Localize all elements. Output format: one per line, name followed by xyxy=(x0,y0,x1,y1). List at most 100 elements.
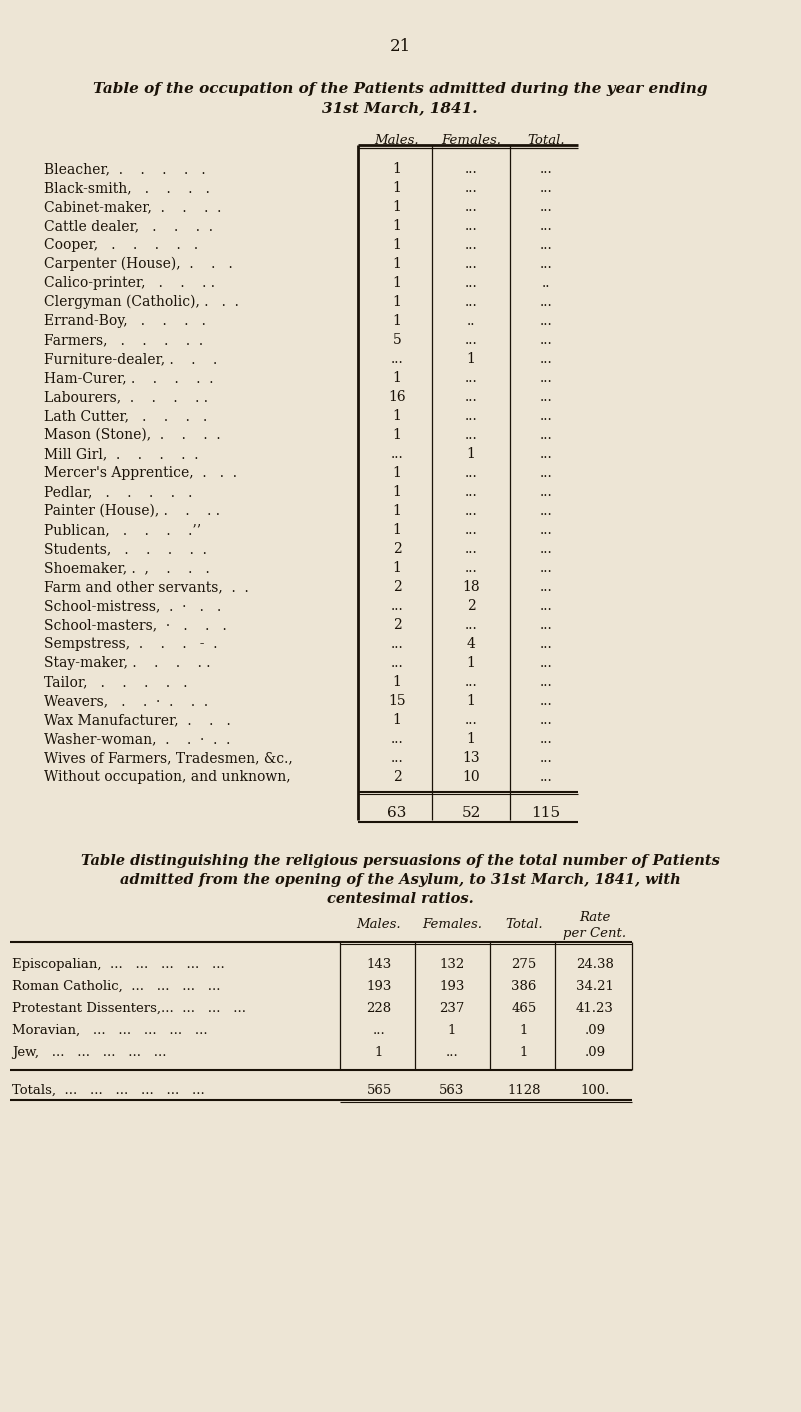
Text: ...: ... xyxy=(540,770,553,784)
Text: ...: ... xyxy=(391,751,404,765)
Text: ...: ... xyxy=(540,695,553,707)
Text: ...: ... xyxy=(540,751,553,765)
Text: 465: 465 xyxy=(511,1003,537,1015)
Text: ...: ... xyxy=(465,239,477,251)
Text: ...: ... xyxy=(465,618,477,633)
Text: School-mistress,  .  ·   .   .: School-mistress, . · . . xyxy=(44,599,221,613)
Text: ...: ... xyxy=(540,448,553,460)
Text: 2: 2 xyxy=(392,542,401,556)
Text: 52: 52 xyxy=(461,806,481,820)
Text: Carpenter (House),  .    .   .: Carpenter (House), . . . xyxy=(44,257,233,271)
Text: ...: ... xyxy=(465,371,477,385)
Text: ...: ... xyxy=(465,181,477,195)
Text: ...: ... xyxy=(465,561,477,575)
Text: Furniture-dealer, .    .    .: Furniture-dealer, . . . xyxy=(44,352,217,366)
Text: School-masters,  ·   .    .   .: School-masters, · . . . xyxy=(44,618,227,633)
Text: Table distinguishing the religious persuasions of the total number of Patients: Table distinguishing the religious persu… xyxy=(81,854,719,868)
Text: ...: ... xyxy=(465,504,477,518)
Text: 1: 1 xyxy=(392,313,401,328)
Text: ...: ... xyxy=(540,618,553,633)
Text: 1: 1 xyxy=(392,295,401,309)
Text: 1: 1 xyxy=(392,201,401,215)
Text: Rate: Rate xyxy=(579,911,610,923)
Text: Black-smith,   .    .    .   .: Black-smith, . . . . xyxy=(44,181,210,195)
Text: ...: ... xyxy=(540,239,553,251)
Text: 15: 15 xyxy=(388,695,406,707)
Text: ..: .. xyxy=(467,313,475,328)
Text: Cooper,   .    .    .    .   .: Cooper, . . . . . xyxy=(44,239,198,251)
Text: ...: ... xyxy=(391,657,404,671)
Text: 2: 2 xyxy=(467,599,475,613)
Text: 1: 1 xyxy=(392,239,401,251)
Text: Protestant Dissenters,...  ...   ...   ...: Protestant Dissenters,... ... ... ... xyxy=(12,1003,246,1015)
Text: ...: ... xyxy=(540,428,553,442)
Text: 4: 4 xyxy=(466,637,476,651)
Text: 565: 565 xyxy=(366,1084,392,1097)
Text: Publican,   .    .    .    .’’: Publican, . . . .’’ xyxy=(44,522,201,537)
Text: ...: ... xyxy=(540,333,553,347)
Text: ...: ... xyxy=(540,675,553,689)
Text: 21: 21 xyxy=(389,38,411,55)
Text: Mason (Stone),  .    .    .  .: Mason (Stone), . . . . xyxy=(44,428,220,442)
Text: 1: 1 xyxy=(466,448,476,460)
Text: 132: 132 xyxy=(440,957,465,971)
Text: 1: 1 xyxy=(392,561,401,575)
Text: ...: ... xyxy=(391,637,404,651)
Text: Roman Catholic,  ...   ...   ...   ...: Roman Catholic, ... ... ... ... xyxy=(12,980,220,993)
Text: 115: 115 xyxy=(531,806,561,820)
Text: ..: .. xyxy=(541,275,550,289)
Text: 237: 237 xyxy=(439,1003,465,1015)
Text: 16: 16 xyxy=(388,390,406,404)
Text: 31st March, 1841.: 31st March, 1841. xyxy=(322,102,477,114)
Text: 1: 1 xyxy=(392,504,401,518)
Text: 2: 2 xyxy=(392,580,401,594)
Text: 1: 1 xyxy=(392,181,401,195)
Text: ...: ... xyxy=(540,257,553,271)
Text: 2: 2 xyxy=(392,618,401,633)
Text: Jew,   ...   ...   ...   ...   ...: Jew, ... ... ... ... ... xyxy=(12,1046,167,1059)
Text: 18: 18 xyxy=(462,580,480,594)
Text: 1: 1 xyxy=(392,522,401,537)
Text: ...: ... xyxy=(540,162,553,176)
Text: ...: ... xyxy=(465,333,477,347)
Text: ...: ... xyxy=(465,542,477,556)
Text: Calico-printer,   .    .    . .: Calico-printer, . . . . xyxy=(44,275,215,289)
Text: Bleacher,  .    .    .    .   .: Bleacher, . . . . . xyxy=(44,162,206,176)
Text: ...: ... xyxy=(465,522,477,537)
Text: ...: ... xyxy=(540,561,553,575)
Text: 1: 1 xyxy=(392,257,401,271)
Text: 1: 1 xyxy=(466,352,476,366)
Text: .09: .09 xyxy=(585,1046,606,1059)
Text: Total.: Total. xyxy=(527,134,565,147)
Text: .09: .09 xyxy=(585,1024,606,1036)
Text: ...: ... xyxy=(391,731,404,746)
Text: Moravian,   ...   ...   ...   ...   ...: Moravian, ... ... ... ... ... xyxy=(12,1024,207,1036)
Text: Students,   .    .    .    .  .: Students, . . . . . xyxy=(44,542,207,556)
Text: 1: 1 xyxy=(466,731,476,746)
Text: Females.: Females. xyxy=(422,918,482,931)
Text: 1: 1 xyxy=(392,219,401,233)
Text: 24.38: 24.38 xyxy=(576,957,614,971)
Text: 1: 1 xyxy=(392,162,401,176)
Text: ...: ... xyxy=(391,599,404,613)
Text: 2: 2 xyxy=(392,770,401,784)
Text: ...: ... xyxy=(540,181,553,195)
Text: ...: ... xyxy=(465,713,477,727)
Text: Females.: Females. xyxy=(441,134,501,147)
Text: 143: 143 xyxy=(366,957,392,971)
Text: ...: ... xyxy=(540,201,553,215)
Text: Ham-Curer, .    .    .    .  .: Ham-Curer, . . . . . xyxy=(44,371,214,385)
Text: ...: ... xyxy=(540,484,553,498)
Text: ...: ... xyxy=(465,466,477,480)
Text: 1: 1 xyxy=(466,657,476,671)
Text: 1: 1 xyxy=(392,675,401,689)
Text: 386: 386 xyxy=(511,980,537,993)
Text: 13: 13 xyxy=(462,751,480,765)
Text: ...: ... xyxy=(465,162,477,176)
Text: ...: ... xyxy=(540,580,553,594)
Text: ...: ... xyxy=(540,409,553,424)
Text: ...: ... xyxy=(372,1024,385,1036)
Text: 193: 193 xyxy=(366,980,392,993)
Text: Lath Cutter,   .    .    .   .: Lath Cutter, . . . . xyxy=(44,409,207,424)
Text: Episcopalian,  ...   ...   ...   ...   ...: Episcopalian, ... ... ... ... ... xyxy=(12,957,225,971)
